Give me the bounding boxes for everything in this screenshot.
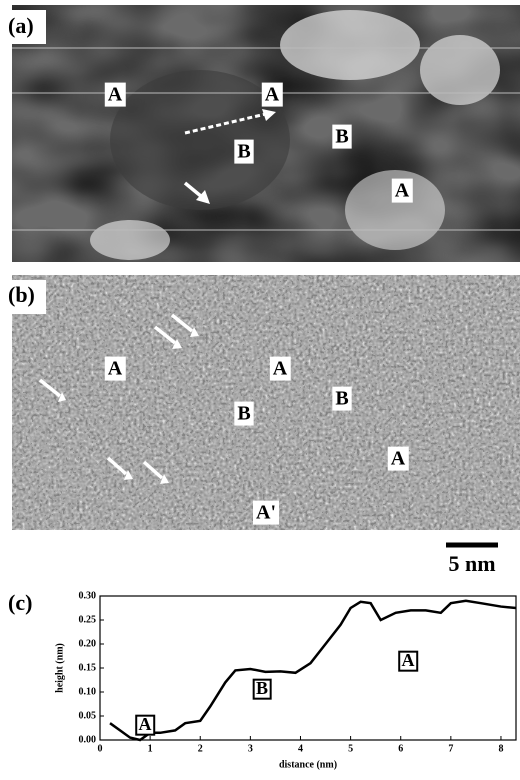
x-axis-label: distance (nm) (279, 759, 337, 770)
region-label: A (108, 358, 123, 380)
x-tick-label: 4 (298, 743, 303, 754)
x-tick-label: 6 (398, 743, 403, 754)
region-label: A (108, 84, 123, 106)
figure: (a) (b) 5 nm (c) A A B B A A A B B A A' 0.00 0.05 0.1… (0, 0, 520, 780)
region-label: A' (256, 502, 276, 524)
x-tick-label: 1 (148, 743, 153, 754)
x-tick-label: 7 (448, 743, 453, 754)
y-tick-label: 0.30 (79, 590, 97, 601)
panel-label: (c) (8, 590, 32, 615)
annotation: A (402, 650, 415, 670)
y-tick-label: 0.20 (79, 638, 97, 649)
y-tick-label: 0.05 (79, 710, 97, 721)
y-tick-label: 0.15 (79, 662, 97, 673)
region-label: B (237, 403, 250, 425)
x-tick-label: 8 (498, 743, 503, 754)
x-tick-label: 5 (348, 743, 353, 754)
x-tick-label: 3 (248, 743, 253, 754)
region-label: A (395, 180, 410, 202)
region-label: A (391, 448, 406, 470)
region-label: B (335, 388, 348, 410)
region-label: A (265, 84, 280, 106)
annotation: B (256, 678, 268, 698)
panel-label: (b) (8, 282, 35, 307)
scale-bar-label: 5 nm (448, 551, 495, 576)
panel-label: (a) (8, 13, 34, 38)
stm-image-a (12, 5, 520, 262)
x-tick-label: 0 (98, 743, 103, 754)
y-tick-label: 0.25 (79, 614, 97, 625)
y-tick-label: 0.00 (79, 734, 97, 745)
region-label: A (273, 358, 288, 380)
annotation: A (139, 714, 152, 734)
y-axis-label: height (nm) (54, 643, 65, 693)
region-label: B (237, 141, 250, 163)
x-tick-label: 2 (198, 743, 203, 754)
y-tick-label: 0.10 (79, 686, 97, 697)
stm-image-b (12, 275, 520, 530)
data-line (110, 601, 516, 740)
plot-frame (100, 596, 516, 740)
region-label: B (335, 126, 348, 148)
